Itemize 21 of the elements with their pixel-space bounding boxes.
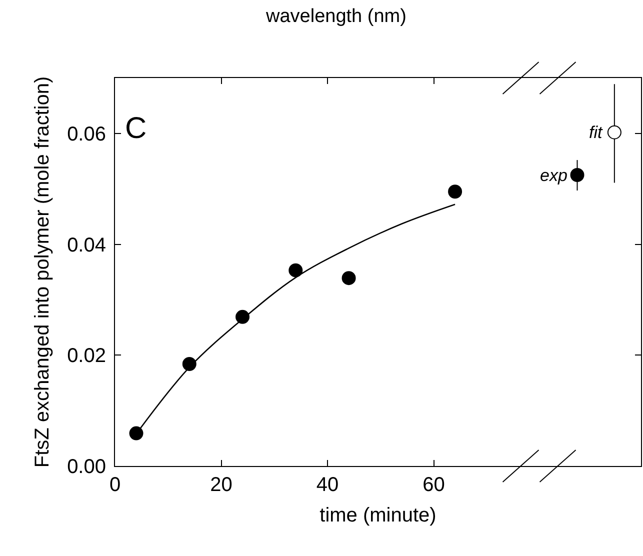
point	[448, 184, 462, 199]
x-tick-label: 40	[316, 474, 339, 496]
y-tick-label: 0.06	[67, 123, 106, 146]
y-tick-label: 0.02	[67, 345, 106, 368]
x-axis-title: time (minute)	[320, 504, 436, 526]
annotation: exp	[540, 166, 568, 185]
y-tick-label: 0.04	[67, 234, 106, 256]
x-tick-label: 60	[422, 474, 445, 496]
x-tick-label: 20	[210, 474, 232, 496]
y-axis-title: FtsZ exchanged into polymer (mole fraction)	[32, 76, 54, 468]
point	[288, 263, 303, 278]
point	[182, 357, 196, 372]
text: wavelength (nm)	[265, 6, 406, 27]
annotation: fit	[589, 123, 604, 142]
annotation: C	[125, 112, 147, 145]
x-tick-label: 0	[109, 474, 121, 496]
point	[607, 125, 622, 140]
point	[342, 271, 356, 286]
point	[570, 168, 584, 182]
point	[129, 426, 144, 440]
text: 0.00	[67, 456, 106, 478]
